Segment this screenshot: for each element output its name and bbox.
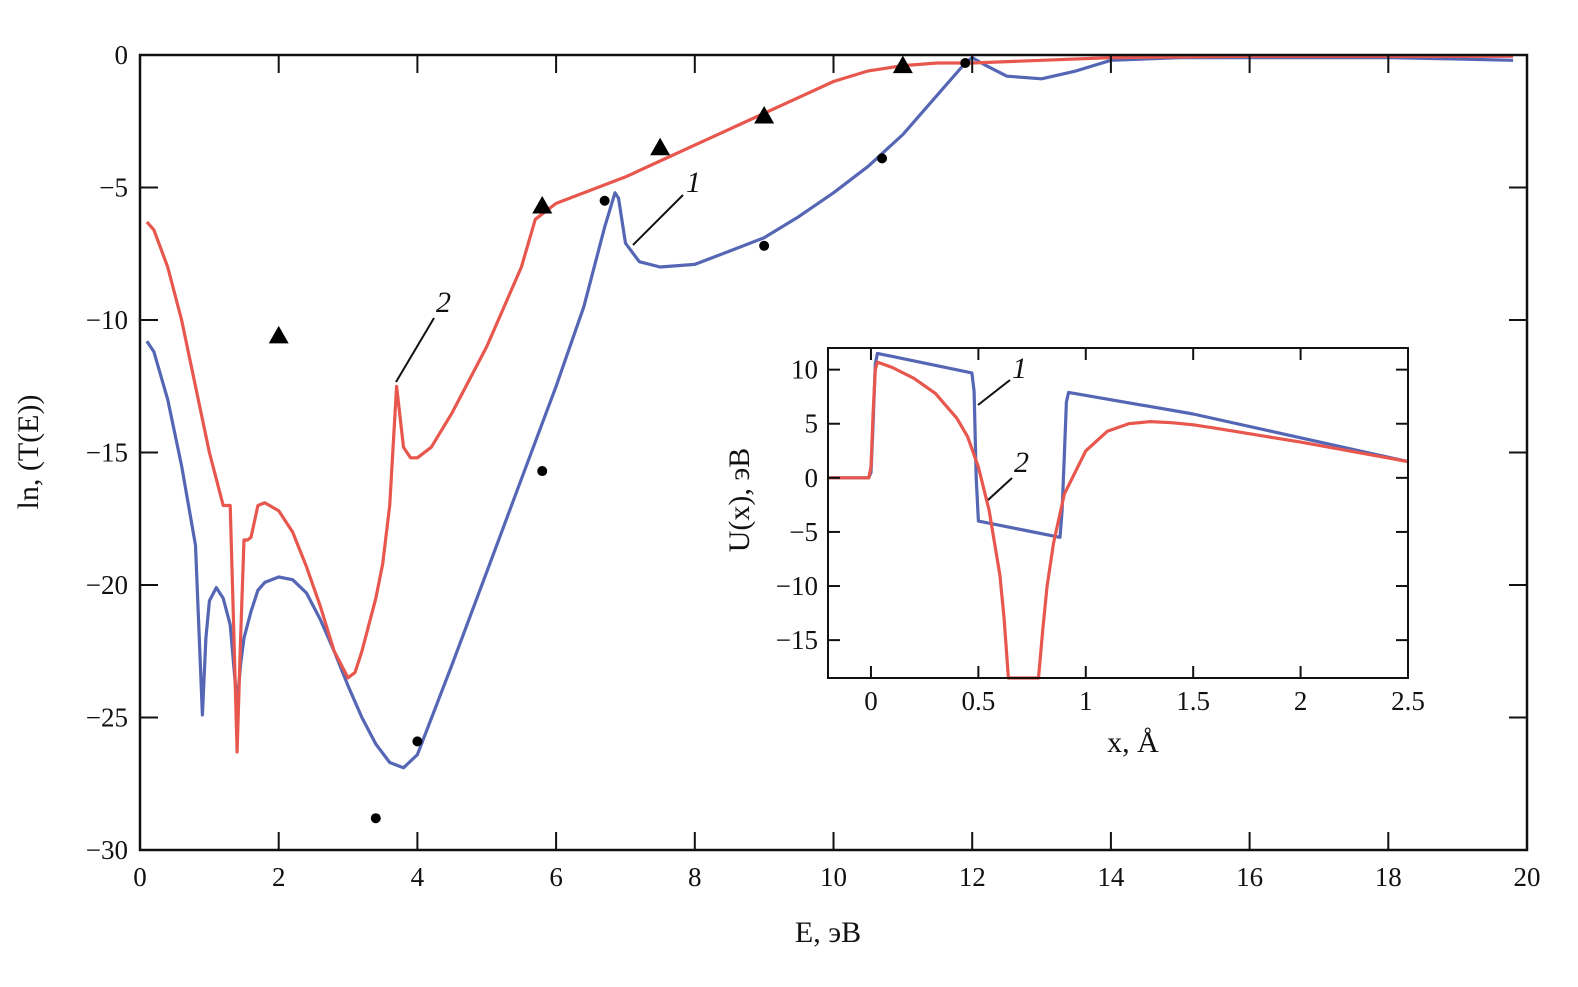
inset-curve-1-label: 1 xyxy=(1012,352,1027,385)
main-chart: 0 2 4 6 8 10 12 14 16 18 200−5−10−15−20−25−30 E, э… xyxy=(12,40,1541,949)
main-x-tick-label: 8 xyxy=(688,862,702,892)
inset-x-tick-label: 2 xyxy=(1294,686,1308,716)
inset-x-tick-label: 2.5 xyxy=(1391,686,1425,716)
inset-y-tick-label: −5 xyxy=(789,517,818,547)
inset-chart: 0 0.5 1 1.5 2 2.5 10 5 0 −5 −10 −15 x, Å U(x), эВ 1… xyxy=(723,347,1425,759)
main-x-tick-label: 4 xyxy=(411,862,425,892)
main-triangle-marker xyxy=(892,55,913,74)
inset-y-tick-label: −15 xyxy=(776,625,818,655)
main-x-tick-label: 14 xyxy=(1097,862,1125,892)
main-x-tick-label: 18 xyxy=(1375,862,1402,892)
main-triangle-marker xyxy=(754,105,775,124)
curve-2-label: 2 xyxy=(436,286,451,319)
main-x-tick-label: 20 xyxy=(1514,862,1541,892)
main-triangle-marker xyxy=(650,137,671,156)
main-dot-marker xyxy=(412,736,423,747)
main-ticks: 0 2 4 6 8 10 12 14 16 18 200−5−10−15−20−25−30 xyxy=(86,40,1541,892)
inset-x-axis-title: x, Å xyxy=(1107,726,1159,759)
main-x-tick-label: 6 xyxy=(549,862,563,892)
main-x-tick-label: 10 xyxy=(820,862,847,892)
main-dot-marker xyxy=(370,813,381,824)
main-y-tick-label: −10 xyxy=(86,305,128,335)
inset-x-tick-label: 1.5 xyxy=(1176,686,1210,716)
inset-x-tick-label: 0 xyxy=(864,686,878,716)
main-y-tick-label: −30 xyxy=(86,835,128,865)
main-plot-frame xyxy=(138,53,1529,852)
main-x-tick-label: 12 xyxy=(959,862,986,892)
main-markers xyxy=(268,55,971,824)
main-dot-marker xyxy=(877,153,888,164)
inset-y-tick-label: −10 xyxy=(776,571,818,601)
inset-series-2-line xyxy=(828,360,1409,680)
inset-curve-2-label: 2 xyxy=(1014,446,1029,479)
curve-1-label: 1 xyxy=(686,166,701,199)
inset-curve-2-leader xyxy=(987,477,1013,501)
curve-1-leader xyxy=(632,194,684,246)
inset-curve-1-leader xyxy=(977,379,1011,406)
main-y-tick-label: −25 xyxy=(86,703,128,733)
main-series-1-line xyxy=(145,56,1514,770)
main-y-tick-label: 0 xyxy=(115,40,129,70)
main-x-tick-label: 2 xyxy=(272,862,286,892)
main-dot-marker xyxy=(960,57,971,68)
inset-y-tick-label: 5 xyxy=(805,409,819,439)
curve-2-leader xyxy=(395,317,435,383)
main-dot-marker xyxy=(599,195,610,206)
main-dot-marker xyxy=(537,466,548,477)
main-x-axis-title: E, эВ xyxy=(795,916,861,949)
main-series-2-line xyxy=(145,54,1514,754)
main-triangle-marker xyxy=(532,196,553,214)
inset-y-tick-label: 10 xyxy=(791,355,818,385)
main-y-axis-title: ln, (T(E)) xyxy=(12,395,45,510)
main-triangle-marker xyxy=(268,325,289,344)
main-y-tick-label: −20 xyxy=(86,570,128,600)
inset-x-tick-label: 0.5 xyxy=(961,686,995,716)
inset-y-axis-title: U(x), эВ xyxy=(723,448,756,553)
main-y-tick-label: −5 xyxy=(99,173,128,203)
main-y-tick-label: −15 xyxy=(86,438,128,468)
main-x-tick-label: 0 xyxy=(133,862,147,892)
inset-y-tick-label: 0 xyxy=(805,463,819,493)
main-x-tick-label: 16 xyxy=(1236,862,1263,892)
inset-curves xyxy=(828,351,1409,680)
inset-x-tick-label: 1 xyxy=(1079,686,1093,716)
main-curves xyxy=(145,54,1514,770)
inset-background xyxy=(828,348,1408,678)
main-dot-marker xyxy=(759,240,770,251)
inset-plot-frame xyxy=(827,347,1409,679)
